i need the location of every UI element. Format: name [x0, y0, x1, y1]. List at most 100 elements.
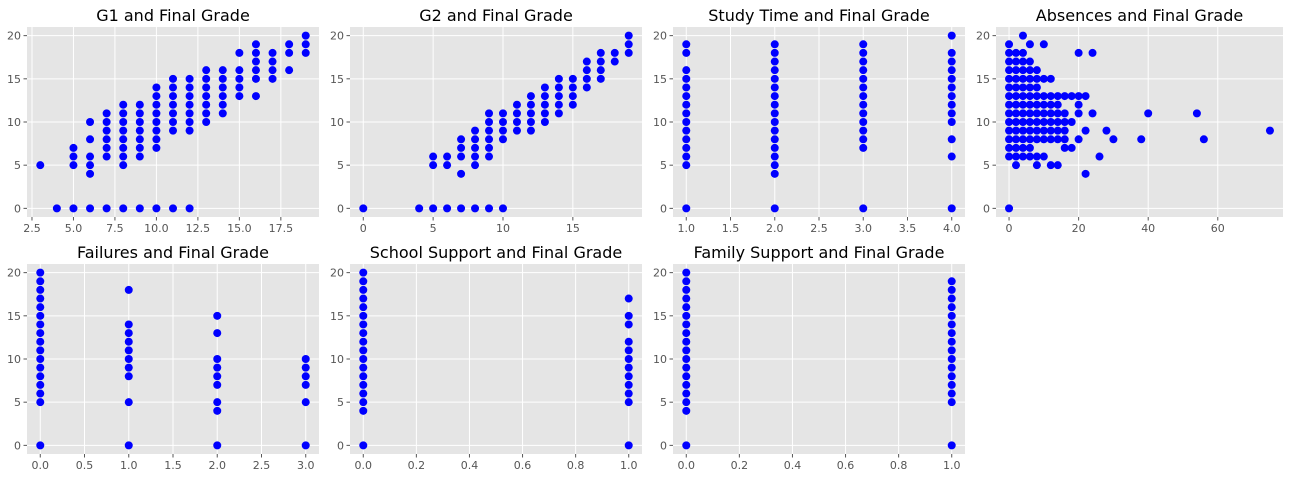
data-point	[235, 92, 244, 101]
chart-title: School Support and Final Grade	[370, 243, 622, 262]
data-point	[218, 100, 227, 109]
x-tick-label: 3.0	[854, 222, 872, 235]
data-point	[859, 48, 868, 57]
x-tick-label: 0.6	[514, 459, 532, 472]
data-point	[770, 100, 779, 109]
data-point	[624, 398, 633, 407]
data-point	[859, 83, 868, 92]
data-point	[947, 311, 956, 320]
data-point	[169, 92, 177, 101]
data-point	[540, 109, 549, 118]
data-point	[682, 380, 691, 389]
data-point	[1018, 31, 1027, 40]
data-point	[268, 48, 277, 57]
data-points	[682, 268, 956, 450]
data-point	[251, 57, 260, 66]
y-tick-label: 20	[653, 30, 667, 43]
data-point	[1137, 135, 1146, 144]
data-point	[1012, 83, 1021, 92]
x-tick-label: 0.4	[461, 459, 479, 472]
data-point	[1018, 152, 1027, 161]
data-point	[124, 320, 133, 329]
x-tick-label: 3.5	[899, 222, 917, 235]
data-point	[218, 74, 227, 83]
data-point	[1018, 118, 1027, 126]
data-point	[218, 83, 227, 92]
data-point	[1005, 57, 1014, 66]
data-point	[947, 48, 956, 57]
data-point	[947, 389, 956, 398]
data-point	[947, 118, 956, 126]
data-point	[582, 74, 591, 83]
data-point	[770, 152, 779, 161]
x-tick-label: 2.0	[766, 222, 784, 235]
data-point	[119, 100, 128, 109]
data-point	[359, 398, 368, 407]
y-tick-label: 5	[337, 396, 344, 409]
data-point	[251, 40, 260, 49]
chart-title: Study Time and Final Grade	[708, 6, 929, 25]
data-point	[86, 152, 95, 161]
data-point	[1088, 109, 1097, 118]
data-point	[485, 204, 494, 213]
data-point	[359, 355, 368, 363]
y-tick-label: 0	[983, 202, 990, 215]
y-tick-label: 10	[7, 353, 21, 366]
data-point	[682, 355, 691, 363]
data-point	[859, 109, 868, 118]
data-point	[359, 329, 368, 338]
data-point	[1012, 135, 1021, 144]
data-point	[770, 135, 779, 144]
data-point	[235, 74, 244, 83]
data-point	[1074, 48, 1083, 57]
data-point	[1060, 135, 1069, 144]
data-point	[568, 83, 577, 92]
data-point	[554, 74, 563, 83]
data-point	[1046, 118, 1055, 126]
data-point	[1032, 152, 1041, 161]
data-point	[359, 380, 368, 389]
data-point	[682, 118, 691, 126]
chart-title: Failures and Final Grade	[77, 243, 269, 262]
data-point	[235, 83, 244, 92]
data-point	[526, 109, 535, 118]
data-point	[1012, 126, 1021, 135]
data-point	[947, 441, 956, 450]
data-point	[359, 303, 368, 312]
y-tick-label: 15	[330, 310, 344, 323]
data-point	[624, 380, 633, 389]
x-tick-label: 0	[1006, 222, 1013, 235]
data-point	[947, 303, 956, 312]
data-point	[1018, 48, 1027, 57]
data-point	[1053, 118, 1062, 126]
data-point	[69, 152, 78, 161]
chart-title: G1 and Final Grade	[96, 6, 250, 25]
data-point	[1032, 109, 1041, 118]
data-point	[124, 363, 133, 372]
data-point	[1012, 143, 1021, 152]
data-point	[770, 109, 779, 118]
x-tick-label: 10	[496, 222, 510, 235]
data-point	[859, 118, 868, 126]
data-point	[770, 66, 779, 75]
data-point	[1053, 109, 1062, 118]
data-point	[498, 118, 507, 126]
data-point	[359, 406, 368, 415]
data-point	[1012, 109, 1021, 118]
y-tick-label: 20	[976, 30, 990, 43]
data-point	[285, 40, 294, 49]
data-point	[596, 74, 605, 83]
data-point	[682, 337, 691, 346]
data-point	[512, 109, 521, 118]
data-point	[443, 161, 452, 170]
y-tick-label: 5	[14, 159, 21, 172]
data-point	[152, 204, 161, 213]
data-point	[947, 74, 956, 83]
data-point	[185, 100, 194, 109]
data-point	[301, 441, 310, 450]
y-tick-label: 10	[653, 353, 667, 366]
data-point	[359, 311, 368, 320]
data-point	[1025, 109, 1034, 118]
chart-title: Absences and Final Grade	[1036, 6, 1243, 25]
